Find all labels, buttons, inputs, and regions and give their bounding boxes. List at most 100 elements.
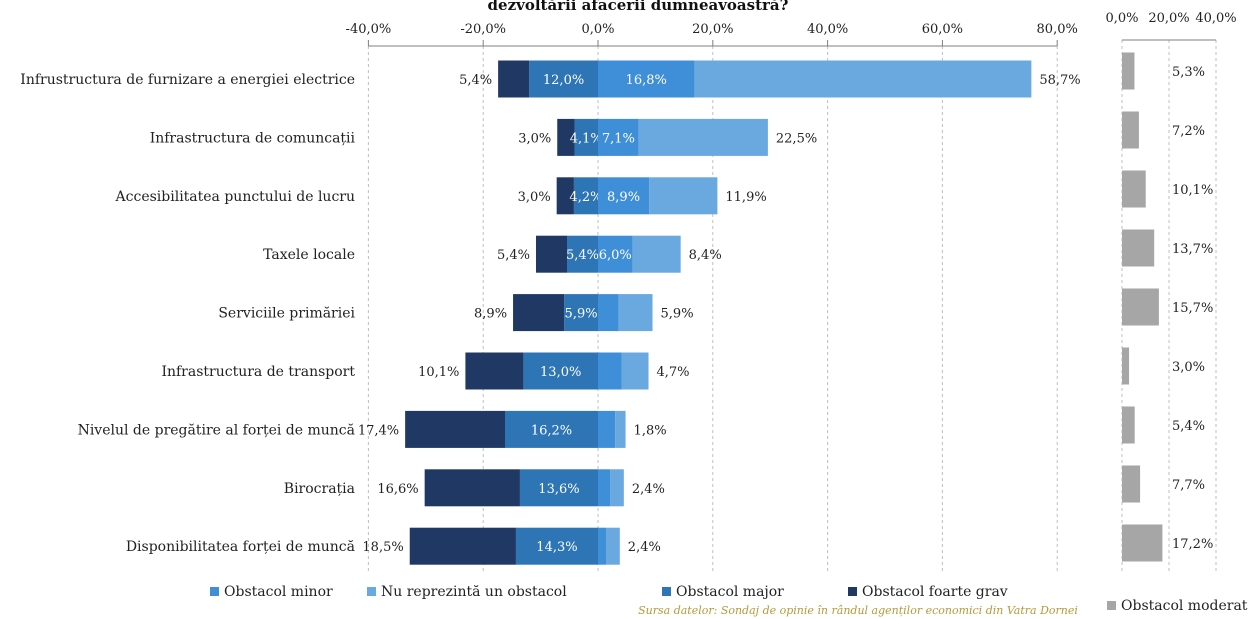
data-label-moderat: 13,7% xyxy=(1172,242,1213,257)
bar-obstacol-major xyxy=(567,235,598,273)
data-label-nu-obstacol: 2,4% xyxy=(632,482,665,497)
bar-obstacol-minor xyxy=(598,469,611,507)
legend-swatch xyxy=(210,587,219,596)
category-label: Accesibilitatea punctului de lucru xyxy=(115,189,355,205)
bar-nu-obstacol xyxy=(694,60,1032,98)
bar-obstacol-foarte-grav xyxy=(513,294,565,332)
data-label-major: 14,3% xyxy=(536,540,577,555)
bar-nu-obstacol xyxy=(649,177,718,215)
bar-nu-obstacol xyxy=(606,527,620,565)
bar-obstacol-foarte-grav xyxy=(405,410,506,448)
bar-obstacol-moderat xyxy=(1122,229,1155,267)
data-label-foarte-grav: 16,6% xyxy=(377,482,418,497)
bar-obstacol-moderat xyxy=(1122,465,1141,503)
chart-title: dezvoltării afacerii dumneavoastră? xyxy=(488,0,789,14)
data-label-nu-obstacol: 8,4% xyxy=(689,248,722,263)
category-label: Disponibilitatea forței de muncă xyxy=(126,539,355,555)
bar-obstacol-minor xyxy=(598,177,650,215)
legend-swatch xyxy=(1107,601,1116,610)
bar-obstacol-foarte-grav xyxy=(556,177,574,215)
source-note: Sursa datelor: Sondaj de opinie în rându… xyxy=(638,604,1078,617)
data-label-major: 16,2% xyxy=(531,423,572,438)
data-label-minor: 16,8% xyxy=(626,73,667,88)
side-legend: Obstacol moderat xyxy=(1107,598,1248,614)
bar-obstacol-foarte-grav xyxy=(465,352,524,390)
data-label-foarte-grav: 17,4% xyxy=(358,423,399,438)
x-tick-label: -20,0% xyxy=(460,22,506,37)
data-label-foarte-grav: 10,1% xyxy=(418,365,459,380)
data-label-major: 4,1% xyxy=(570,131,603,146)
bar-obstacol-foarte-grav xyxy=(536,235,568,273)
bar-obstacol-minor xyxy=(598,294,619,332)
main-bars: 12,0% 5,4% 16,8% 58,7% 4,1% 3,0% 7,1% 22,5% 4,2%… xyxy=(358,60,1081,565)
category-label: Nivelul de pregătire al forței de muncă xyxy=(78,422,355,438)
data-label-moderat: 5,4% xyxy=(1172,419,1205,434)
bar-obstacol-major xyxy=(523,352,598,390)
data-label-major: 5,9% xyxy=(565,307,598,322)
x-tick-label: 80,0% xyxy=(1037,22,1078,37)
data-label-minor: 8,9% xyxy=(607,190,640,205)
bar-nu-obstacol xyxy=(632,235,681,273)
legend-swatch xyxy=(367,587,376,596)
data-label-minor: 7,1% xyxy=(602,131,635,146)
bar-obstacol-major xyxy=(573,177,598,215)
bar-nu-obstacol xyxy=(615,410,626,448)
category-label: Taxele locale xyxy=(263,247,355,263)
bar-obstacol-moderat xyxy=(1122,111,1139,149)
data-label-foarte-grav: 18,5% xyxy=(362,540,403,555)
bar-obstacol-moderat xyxy=(1122,52,1135,90)
side-tick-label: 40,0% xyxy=(1195,11,1236,26)
bar-nu-obstacol xyxy=(621,352,649,390)
bar-obstacol-major xyxy=(505,410,598,448)
bar-obstacol-foarte-grav xyxy=(498,60,530,98)
data-label-major: 12,0% xyxy=(543,73,584,88)
main-legend: Obstacol minor Nu reprezintă un obstacol O… xyxy=(210,584,1008,600)
bar-obstacol-major xyxy=(515,527,598,565)
side-axis-ticks: 0,0% 20,0% 40,0% xyxy=(1105,11,1237,41)
bar-obstacol-minor xyxy=(598,352,622,390)
main-axis-ticks: -40,0% -20,0% 0,0% 20,0% 40,0% 60,0% 80,0% xyxy=(346,22,1078,47)
data-label-major: 4,2% xyxy=(569,190,602,205)
bar-nu-obstacol xyxy=(638,118,768,156)
data-label-foarte-grav: 5,4% xyxy=(497,248,530,263)
legend-label: Obstacol major xyxy=(676,584,784,600)
data-label-nu-obstacol: 11,9% xyxy=(725,190,766,205)
legend-swatch xyxy=(662,587,671,596)
bar-obstacol-minor xyxy=(598,527,607,565)
x-tick-label: 60,0% xyxy=(922,22,963,37)
side-tick-label: 0,0% xyxy=(1105,11,1138,26)
data-label-nu-obstacol: 4,7% xyxy=(657,365,690,380)
category-label: Infrastructura de transport xyxy=(161,364,355,380)
data-label-moderat: 10,1% xyxy=(1172,183,1213,198)
category-label: Serviciile primăriei xyxy=(218,306,355,322)
bar-obstacol-moderat xyxy=(1122,170,1146,208)
bar-obstacol-major xyxy=(519,469,598,507)
side-tick-label: 20,0% xyxy=(1148,11,1189,26)
data-label-nu-obstacol: 1,8% xyxy=(634,423,667,438)
data-label-minor: 6,0% xyxy=(599,248,632,263)
data-label-major: 5,4% xyxy=(566,248,599,263)
data-label-major: 13,0% xyxy=(540,365,581,380)
data-label-moderat: 5,3% xyxy=(1172,65,1205,80)
bar-obstacol-foarte-grav xyxy=(409,527,516,565)
side-bars: 5,3% 7,2% 10,1% 13,7% 15,7% 3,0% 5,4% 7,7% 17,2% xyxy=(1122,52,1213,562)
data-label-nu-obstacol: 22,5% xyxy=(776,131,817,146)
category-label: Birocrația xyxy=(284,481,355,497)
category-labels: Infrustructura de furnizare a energiei e… xyxy=(20,72,355,555)
bar-obstacol-major xyxy=(564,294,598,332)
bar-nu-obstacol xyxy=(610,469,624,507)
x-tick-label: 20,0% xyxy=(692,22,733,37)
x-tick-label: 0,0% xyxy=(581,22,614,37)
bar-obstacol-moderat xyxy=(1122,406,1135,444)
data-label-foarte-grav: 3,0% xyxy=(518,131,551,146)
x-tick-label: -40,0% xyxy=(346,22,392,37)
x-tick-label: 40,0% xyxy=(807,22,848,37)
legend-label: Obstacol moderat xyxy=(1121,598,1248,614)
bar-obstacol-moderat xyxy=(1122,288,1159,326)
data-label-moderat: 7,7% xyxy=(1172,478,1205,493)
legend-label: Obstacol minor xyxy=(224,584,333,600)
bar-obstacol-foarte-grav xyxy=(557,118,575,156)
bar-obstacol-minor xyxy=(598,118,639,156)
